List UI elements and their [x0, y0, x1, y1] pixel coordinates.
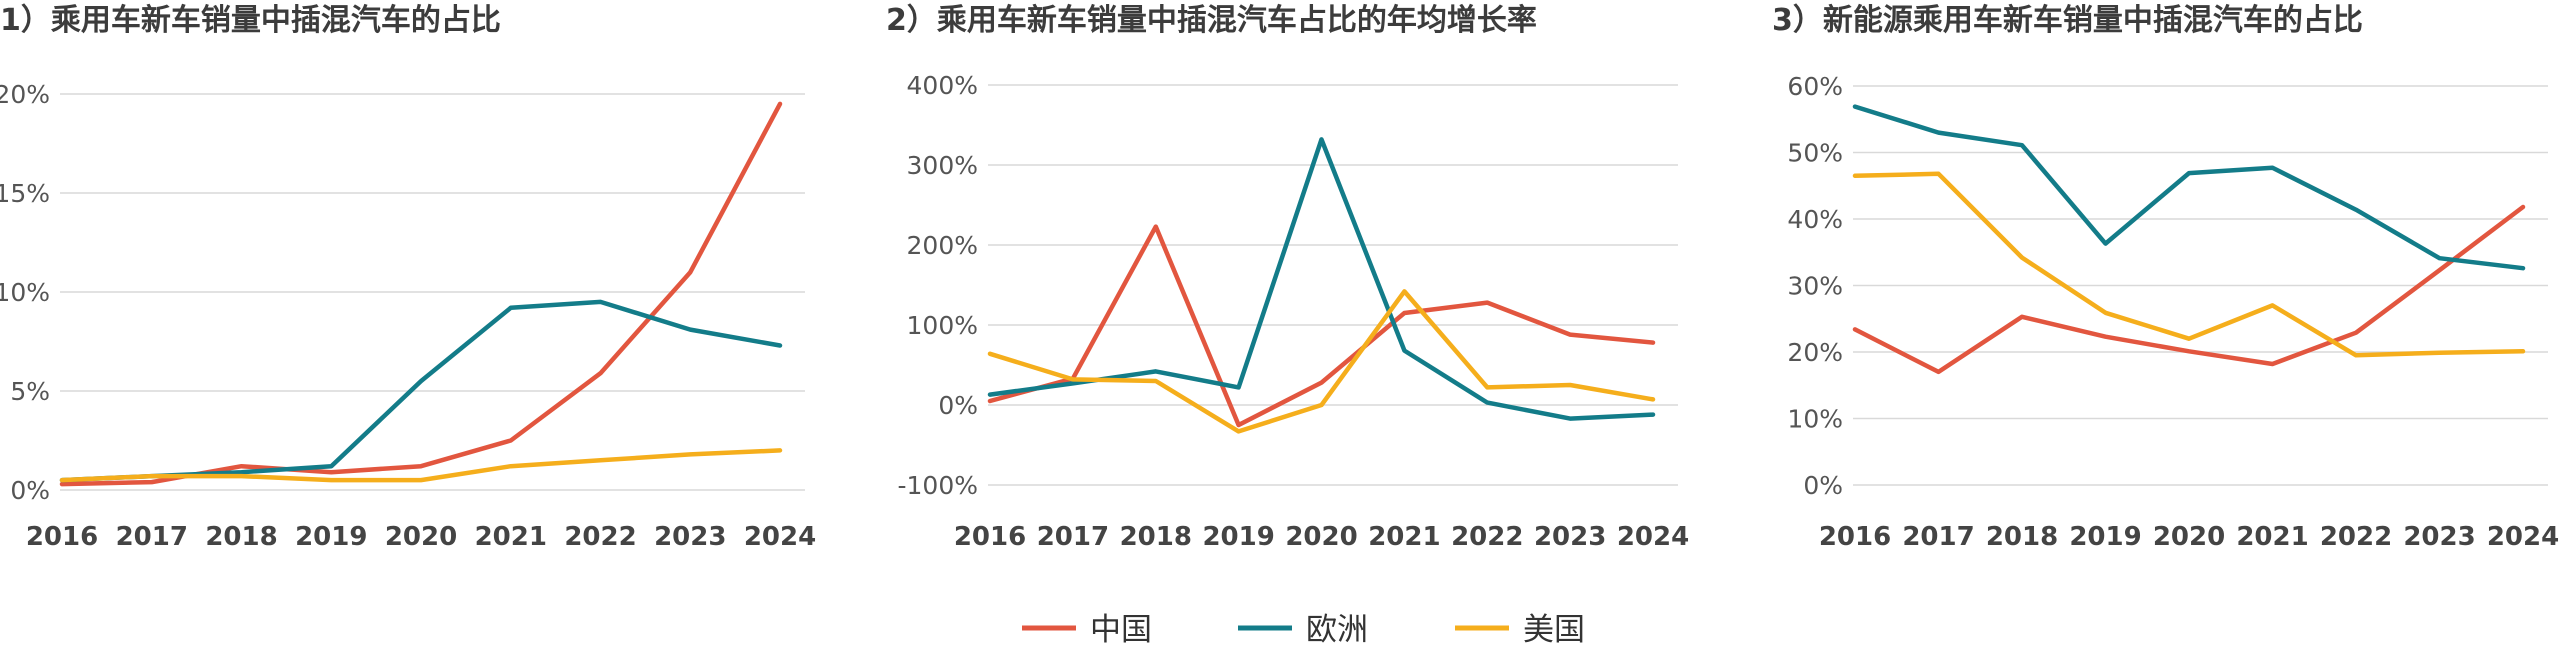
x-tick-label: 2020	[385, 522, 457, 552]
y-tick-label: 200%	[907, 231, 978, 260]
x-tick-label: 2017	[1037, 522, 1109, 552]
y-tick-label: 300%	[907, 151, 978, 180]
y-tick-label: -100%	[898, 471, 979, 500]
y-tick-label: 10%	[1787, 405, 1843, 434]
x-tick-label: 2020	[2153, 522, 2225, 552]
legend-label: 美国	[1523, 612, 1585, 648]
chart-panel-1: 1）乘用车新车销量中插混汽车的占比 0% 5% 10% 15% 20% 2016 2017 20…	[0, 3, 816, 552]
x-tick-label: 2016	[1819, 522, 1891, 552]
y-tick-label: 5%	[10, 377, 50, 406]
x-tick-label: 2018	[1986, 522, 2058, 552]
y-tick-label: 60%	[1787, 72, 1843, 101]
y-tick-label: 10%	[0, 278, 50, 307]
series-line-中国	[1852, 204, 2526, 375]
chart-panel-3: 3）新能源乘用车新车销量中插混汽车的占比 0% 10% 20% 30% 40% 50% 60%…	[1772, 3, 2559, 552]
y-tick-label: 20%	[0, 80, 50, 109]
x-tick-label: 2019	[295, 522, 367, 552]
series-line-美国	[1852, 171, 2526, 358]
x-tick-label: 2024	[744, 522, 816, 552]
chart-title: 1）乘用车新车销量中插混汽车的占比	[0, 3, 501, 38]
x-tick-label: 2018	[1120, 522, 1192, 552]
x-tick-label: 2023	[2403, 522, 2475, 552]
y-tick-label: 0%	[938, 391, 978, 420]
series-line-美国	[59, 448, 783, 483]
x-tick-label: 2024	[2487, 522, 2559, 552]
series-line-美国	[987, 289, 1656, 434]
x-tick-label: 2016	[954, 522, 1026, 552]
x-tick-label: 2020	[1285, 522, 1357, 552]
x-tick-label: 2018	[205, 522, 277, 552]
x-tick-label: 2019	[2069, 522, 2141, 552]
x-tick-label: 2019	[1202, 522, 1274, 552]
y-tick-label: 0%	[1803, 471, 1843, 500]
legend-item: 中国	[1022, 612, 1152, 648]
series-line-中国	[59, 101, 783, 487]
y-tick-label: 0%	[10, 476, 50, 505]
x-tick-label: 2024	[1617, 522, 1689, 552]
chart-panel-2: 2）乘用车新车销量中插混汽车占比的年均增长率 -100% 0% 100% 200% 300…	[886, 3, 1689, 552]
chart-title: 2）乘用车新车销量中插混汽车占比的年均增长率	[886, 3, 1537, 38]
x-tick-label: 2017	[116, 522, 188, 552]
chart-title: 3）新能源乘用车新车销量中插混汽车的占比	[1772, 3, 2363, 38]
series-line-中国	[987, 224, 1656, 428]
legend-label: 中国	[1090, 612, 1152, 648]
y-tick-label: 400%	[907, 71, 978, 100]
legend-item: 欧洲	[1238, 612, 1368, 648]
series-line-欧洲	[1852, 104, 2526, 271]
x-tick-label: 2021	[475, 522, 547, 552]
series-line-欧洲	[987, 137, 1656, 421]
legend: 中国 欧洲 美国	[1022, 612, 1585, 648]
y-tick-label: 15%	[0, 179, 50, 208]
x-tick-label: 2021	[1368, 522, 1440, 552]
y-tick-label: 40%	[1787, 205, 1843, 234]
y-tick-label: 20%	[1787, 338, 1843, 367]
x-tick-label: 2023	[1534, 522, 1606, 552]
x-tick-label: 2021	[2236, 522, 2308, 552]
x-tick-label: 2022	[2320, 522, 2392, 552]
x-tick-label: 2022	[564, 522, 636, 552]
x-tick-label: 2017	[1902, 522, 1974, 552]
y-tick-label: 50%	[1787, 139, 1843, 168]
y-tick-label: 100%	[907, 311, 978, 340]
x-tick-label: 2022	[1451, 522, 1523, 552]
x-tick-label: 2016	[26, 522, 98, 552]
x-tick-label: 2023	[654, 522, 726, 552]
legend-item: 美国	[1455, 612, 1585, 648]
y-tick-label: 30%	[1787, 272, 1843, 301]
legend-label: 欧洲	[1306, 612, 1368, 648]
